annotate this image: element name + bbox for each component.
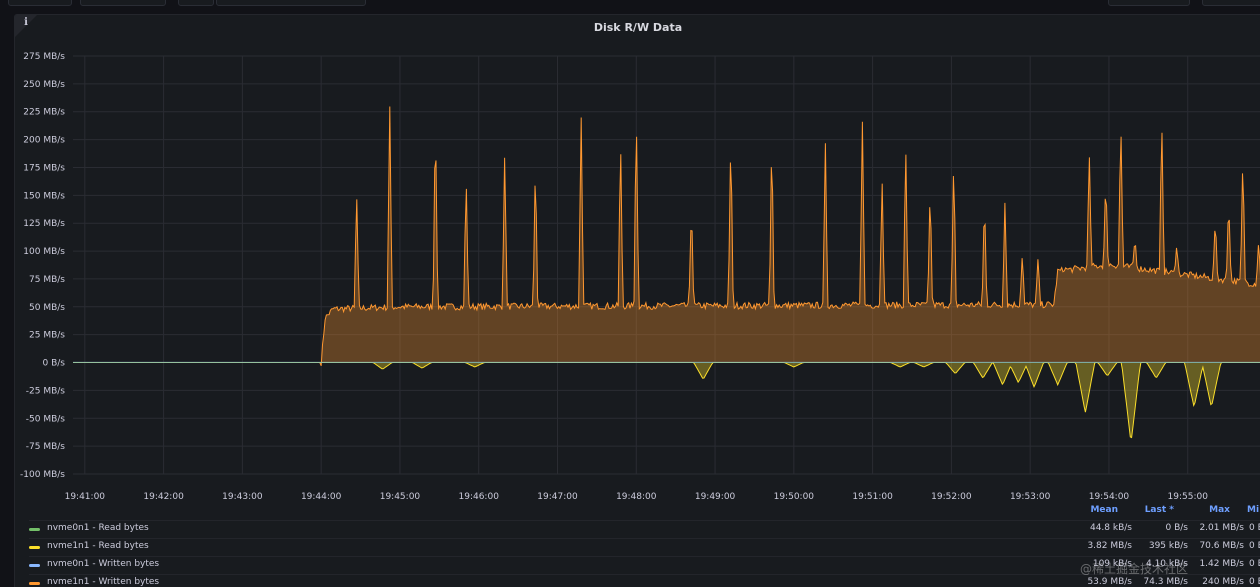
- y-tick-label: -100 MB/s: [20, 470, 65, 480]
- legend-header-last[interactable]: Last *: [1144, 505, 1174, 515]
- watermark-text: @稀土掘金技术社区: [1080, 562, 1189, 576]
- legend-series-name[interactable]: nvme1n1 - Written bytes: [47, 577, 160, 587]
- panel-title[interactable]: Disk R/W Data: [593, 21, 683, 34]
- legend-series-name[interactable]: nvme1n1 - Read bytes: [47, 541, 149, 551]
- y-tick-label: 75 MB/s: [29, 275, 65, 285]
- info-icon[interactable]: i: [24, 17, 28, 28]
- legend-swatch: [29, 582, 40, 585]
- x-tick-label: 19:41:00: [65, 492, 106, 502]
- x-tick-label: 19:55:00: [1168, 492, 1209, 502]
- legend-row-nvme0n1-read[interactable]: nvme0n1 - Read bytes 44.8 kB/s 0 B/s 2.0…: [29, 520, 1260, 538]
- y-tick-label: 25 MB/s: [29, 331, 65, 341]
- legend-header-max[interactable]: Max: [1209, 505, 1230, 515]
- legend-swatch: [29, 546, 40, 549]
- legend-last: 0 B/s: [1165, 523, 1188, 533]
- toolbar-control[interactable]: [1202, 0, 1260, 6]
- x-tick-label: 19:47:00: [537, 492, 578, 502]
- legend-series-name[interactable]: nvme0n1 - Written bytes: [47, 559, 160, 569]
- legend-swatch: [29, 564, 40, 567]
- x-tick-label: 19:46:00: [459, 492, 500, 502]
- written-nvme1n1-area: [73, 106, 1260, 366]
- y-tick-label: 225 MB/s: [23, 108, 65, 118]
- legend-max: 2.01 MB/s: [1199, 523, 1244, 533]
- toolbar-control[interactable]: [216, 0, 366, 6]
- x-tick-label: 19:53:00: [1010, 492, 1051, 502]
- y-tick-label: 50 MB/s: [29, 303, 65, 313]
- y-tick-label: 125 MB/s: [23, 219, 65, 229]
- x-tick-label: 19:50:00: [774, 492, 815, 502]
- legend-row-nvme1n1-written[interactable]: nvme1n1 - Written bytes 53.9 MB/s 74.3 M…: [29, 574, 1260, 587]
- toolbar-control[interactable]: [178, 0, 214, 6]
- legend-mean: 3.82 MB/s: [1087, 541, 1132, 551]
- y-tick-label: 250 MB/s: [23, 80, 65, 90]
- x-tick-label: 19:45:00: [380, 492, 421, 502]
- toolbar-control[interactable]: [1108, 0, 1190, 6]
- toolbar-control[interactable]: [8, 0, 72, 6]
- x-tick-label: 19:43:00: [222, 492, 263, 502]
- legend-max: 70.6 MB/s: [1199, 541, 1244, 551]
- panel-info-corner[interactable]: [15, 15, 37, 37]
- legend-mean: 44.8 kB/s: [1089, 523, 1132, 533]
- y-tick-label: 150 MB/s: [23, 191, 65, 201]
- legend-min: 0 B/: [1249, 541, 1260, 551]
- disk-rw-panel: i Disk R/W Data 275 MB/s 250 MB/s 225 MB/s…: [14, 14, 1260, 587]
- legend-last: 4.10 kB/s: [1145, 559, 1188, 569]
- legend-header-mean[interactable]: Mean: [1090, 505, 1118, 515]
- y-tick-label: 100 MB/s: [23, 247, 65, 257]
- y-tick-label: 0 B/s: [43, 359, 66, 369]
- legend-mean: 53.9 MB/s: [1087, 577, 1132, 587]
- disk-rw-chart[interactable]: 275 MB/s 250 MB/s 225 MB/s 200 MB/s 175 MB/s…: [15, 15, 1260, 505]
- x-tick-label: 19:49:00: [695, 492, 736, 502]
- y-tick-label: -50 MB/s: [26, 414, 66, 424]
- legend-min: 0 B/: [1249, 523, 1260, 533]
- y-tick-label: 200 MB/s: [23, 136, 65, 146]
- legend-min: 0 B/: [1249, 559, 1260, 569]
- legend-series-name[interactable]: nvme0n1 - Read bytes: [47, 523, 149, 533]
- legend-max: 240 MB/s: [1202, 577, 1244, 587]
- x-tick-label: 19:42:00: [143, 492, 184, 502]
- x-tick-label: 19:51:00: [852, 492, 893, 502]
- top-toolbar: [0, 0, 1260, 6]
- legend-swatch: [29, 528, 40, 531]
- legend-header-min[interactable]: Mi: [1247, 505, 1260, 515]
- legend-last: 74.3 MB/s: [1143, 577, 1188, 587]
- x-tick-label: 19:52:00: [931, 492, 972, 502]
- y-tick-label: 175 MB/s: [23, 163, 65, 173]
- read-nvme1n1-area: [73, 362, 1260, 438]
- y-tick-label: -75 MB/s: [26, 442, 66, 452]
- x-tick-label: 19:44:00: [301, 492, 342, 502]
- x-tick-label: 19:48:00: [616, 492, 657, 502]
- x-tick-label: 19:54:00: [1089, 492, 1130, 502]
- y-tick-label: -25 MB/s: [26, 386, 66, 396]
- legend-row-nvme0n1-written[interactable]: nvme0n1 - Written bytes 109 kB/s 4.10 kB…: [29, 556, 1260, 574]
- legend-min: 0 B/: [1249, 577, 1260, 587]
- legend-mean: 109 kB/s: [1092, 559, 1132, 569]
- y-tick-label: 275 MB/s: [23, 52, 65, 62]
- legend-last: 395 kB/s: [1148, 541, 1188, 551]
- toolbar-control[interactable]: [80, 0, 166, 6]
- legend-row-nvme1n1-read[interactable]: nvme1n1 - Read bytes 3.82 MB/s 395 kB/s …: [29, 538, 1260, 556]
- legend-max: 1.42 MB/s: [1199, 559, 1244, 569]
